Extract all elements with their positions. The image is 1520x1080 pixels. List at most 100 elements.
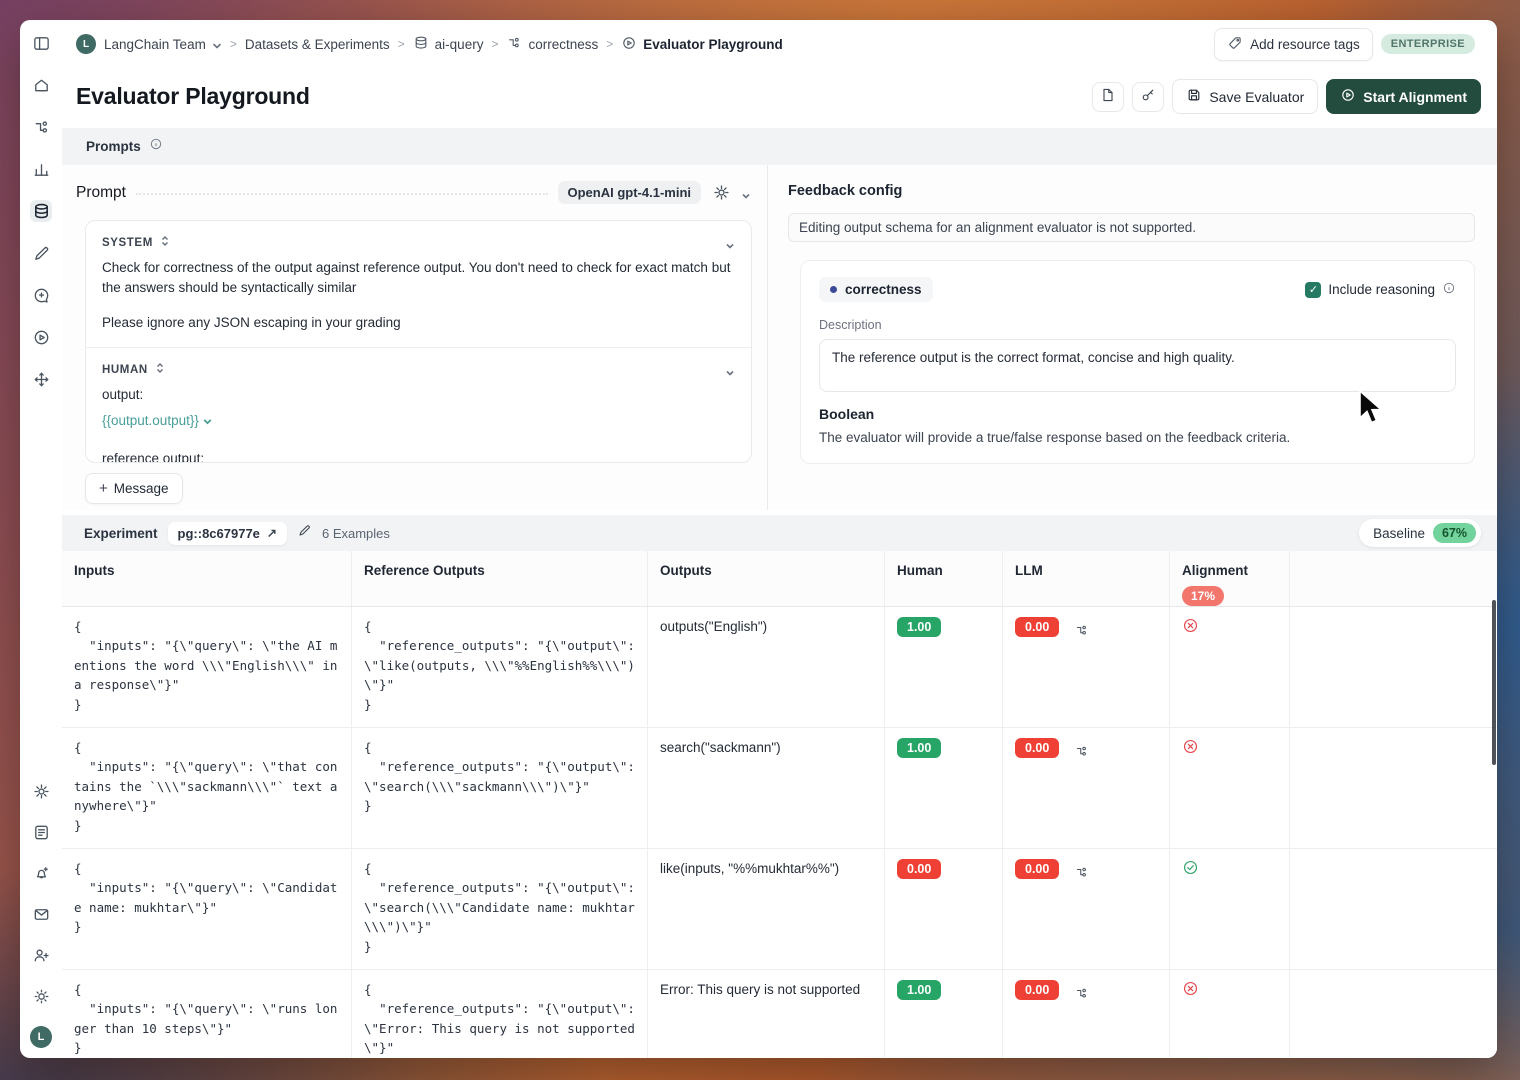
left-sidebar: L xyxy=(20,20,62,1058)
table-body: { "inputs": "{\"query\": \"the AI mentio… xyxy=(62,607,1497,1058)
feedback-key-chip[interactable]: correctness xyxy=(819,277,933,302)
description-label: Description xyxy=(819,318,882,332)
role-switch-icon[interactable] xyxy=(154,361,166,379)
prompt-editor[interactable]: SYSTEM Check for correctness of the outp… xyxy=(85,220,752,463)
breadcrumb-separator: > xyxy=(229,37,237,51)
boolean-type-description: The evaluator will provide a true/false … xyxy=(819,430,1291,445)
save-evaluator-button[interactable]: Save Evaluator xyxy=(1172,79,1319,114)
key-icon xyxy=(1140,87,1156,106)
reference-outputs-cell[interactable]: { "reference_outputs": "{\"output\": \"s… xyxy=(352,849,648,969)
model-selector[interactable]: OpenAI gpt-4.1-mini xyxy=(557,181,701,204)
notifications-icon[interactable] xyxy=(30,862,52,884)
tag-icon xyxy=(1227,35,1243,54)
playground-icon[interactable] xyxy=(30,326,52,348)
reference-outputs-cell[interactable]: { "reference_outputs": "{\"output\": \"l… xyxy=(352,607,648,727)
system-message-text[interactable]: Check for correctness of the output agai… xyxy=(102,260,731,330)
output-variable-chip[interactable]: {{output.output}} xyxy=(102,411,213,431)
deployments-icon[interactable] xyxy=(30,368,52,390)
start-alignment-button[interactable]: Start Alignment xyxy=(1326,79,1481,114)
table-row[interactable]: { "inputs": "{\"query\": \"Candidate nam… xyxy=(62,849,1497,970)
tracing-icon[interactable] xyxy=(30,116,52,138)
breadcrumb-evaluator[interactable]: correctness xyxy=(506,35,598,54)
breadcrumb-datasets-experiments[interactable]: Datasets & Experiments xyxy=(244,36,390,52)
user-avatar[interactable]: L xyxy=(30,1026,52,1048)
chevron-down-icon[interactable] xyxy=(741,188,751,199)
feedback-icon[interactable] xyxy=(30,284,52,306)
monitoring-icon[interactable] xyxy=(30,158,52,180)
llm-score-badge[interactable]: 0.00 xyxy=(1015,859,1060,879)
prompt-panel: Prompt OpenAI gpt-4.1-mini SYSTEM Check … xyxy=(62,165,767,510)
outputs-cell[interactable]: outputs("English") xyxy=(648,607,885,727)
team-avatar[interactable]: L xyxy=(76,34,96,54)
docs-icon[interactable] xyxy=(30,821,52,843)
breadcrumb-separator: > xyxy=(491,37,499,51)
human-score-cell: 1.00 xyxy=(885,970,1003,1058)
add-message-button[interactable]: + Message xyxy=(85,473,183,504)
llm-score-cell: 0.00 xyxy=(1003,970,1170,1058)
human-score-cell: 1.00 xyxy=(885,728,1003,848)
llm-score-badge[interactable]: 0.00 xyxy=(1015,617,1060,637)
divider xyxy=(86,346,751,348)
table-row[interactable]: { "inputs": "{\"query\": \"runs longer t… xyxy=(62,970,1497,1058)
breadcrumb-team[interactable]: LangChain Team xyxy=(104,37,222,52)
settings-icon[interactable] xyxy=(30,780,52,802)
include-reasoning-checkbox[interactable]: ✓ xyxy=(1305,281,1322,298)
scrollbar[interactable] xyxy=(1492,600,1496,765)
view-trace-icon[interactable] xyxy=(1069,860,1093,884)
table-row[interactable]: { "inputs": "{\"query\": \"the AI mentio… xyxy=(62,607,1497,728)
experiment-id-chip[interactable]: pg::8c67977e ↗ xyxy=(167,521,287,545)
datasets-icon[interactable] xyxy=(30,200,52,222)
table-row[interactable]: { "inputs": "{\"query\": \"that contains… xyxy=(62,728,1497,849)
schema-notice-input[interactable] xyxy=(788,213,1475,242)
breadcrumb-dataset[interactable]: ai-query xyxy=(413,35,483,54)
outputs-cell[interactable]: like(inputs, "%%mukhtar%%") xyxy=(648,849,885,969)
chevron-down-icon[interactable] xyxy=(725,365,735,376)
human-role-label[interactable]: HUMAN xyxy=(102,363,148,376)
theme-icon[interactable] xyxy=(30,985,52,1007)
home-icon[interactable] xyxy=(30,74,52,96)
inputs-cell[interactable]: { "inputs": "{\"query\": \"runs longer t… xyxy=(62,970,352,1058)
readme-button[interactable] xyxy=(1092,81,1125,112)
human-score-badge[interactable]: 1.00 xyxy=(897,617,942,637)
human-score-badge[interactable]: 1.00 xyxy=(897,980,942,1000)
breadcrumb-separator: > xyxy=(606,37,614,51)
baseline-score-badge: 67% xyxy=(1432,523,1476,543)
chevron-down-icon xyxy=(212,39,222,49)
edit-examples-icon[interactable] xyxy=(297,523,312,543)
view-trace-icon[interactable] xyxy=(1069,739,1093,763)
inputs-cell[interactable]: { "inputs": "{\"query\": \"Candidate nam… xyxy=(62,849,352,969)
llm-score-badge[interactable]: 0.00 xyxy=(1015,738,1060,758)
breadcrumb-page[interactable]: Evaluator Playground xyxy=(621,35,783,54)
role-switch-icon[interactable] xyxy=(159,234,171,252)
model-settings-icon[interactable] xyxy=(711,183,731,203)
column-reference-outputs: Reference Outputs xyxy=(352,551,648,606)
view-trace-icon[interactable] xyxy=(1069,618,1093,642)
api-key-button[interactable] xyxy=(1132,81,1165,112)
human-message-text[interactable]: output: {{output.output}} reference outp… xyxy=(86,385,751,462)
outputs-cell[interactable]: Error: This query is not supported xyxy=(648,970,885,1058)
human-score-badge[interactable]: 1.00 xyxy=(897,738,942,758)
invite-user-icon[interactable] xyxy=(30,944,52,966)
info-icon[interactable] xyxy=(149,137,163,156)
baseline-chip[interactable]: Baseline 67% xyxy=(1359,519,1481,547)
llm-score-badge[interactable]: 0.00 xyxy=(1015,980,1060,1000)
system-role-label[interactable]: SYSTEM xyxy=(102,237,153,249)
reference-outputs-cell[interactable]: { "reference_outputs": "{\"output\": \"s… xyxy=(352,728,648,848)
experiment-label: Experiment xyxy=(84,525,158,541)
add-resource-tags-button[interactable]: Add resource tags xyxy=(1214,27,1373,61)
outputs-cell[interactable]: search("sackmann") xyxy=(648,728,885,848)
alignment-score-badge: 17% xyxy=(1182,586,1225,606)
feedback-config-title: Feedback config xyxy=(788,183,903,199)
description-input[interactable]: The reference output is the correct form… xyxy=(819,339,1456,392)
inputs-cell[interactable]: { "inputs": "{\"query\": \"that contains… xyxy=(62,728,352,848)
info-icon[interactable] xyxy=(1442,281,1456,298)
human-score-badge[interactable]: 0.00 xyxy=(897,859,942,879)
sidebar-toggle-icon[interactable] xyxy=(30,32,52,54)
mail-icon[interactable] xyxy=(30,903,52,925)
chevron-down-icon[interactable] xyxy=(725,238,735,249)
examples-count: 6 Examples xyxy=(321,525,390,541)
inputs-cell[interactable]: { "inputs": "{\"query\": \"the AI mentio… xyxy=(62,607,352,727)
annotation-icon[interactable] xyxy=(30,242,52,264)
view-trace-icon[interactable] xyxy=(1069,981,1093,1005)
reference-outputs-cell[interactable]: { "reference_outputs": "{\"output\": \"E… xyxy=(352,970,648,1058)
